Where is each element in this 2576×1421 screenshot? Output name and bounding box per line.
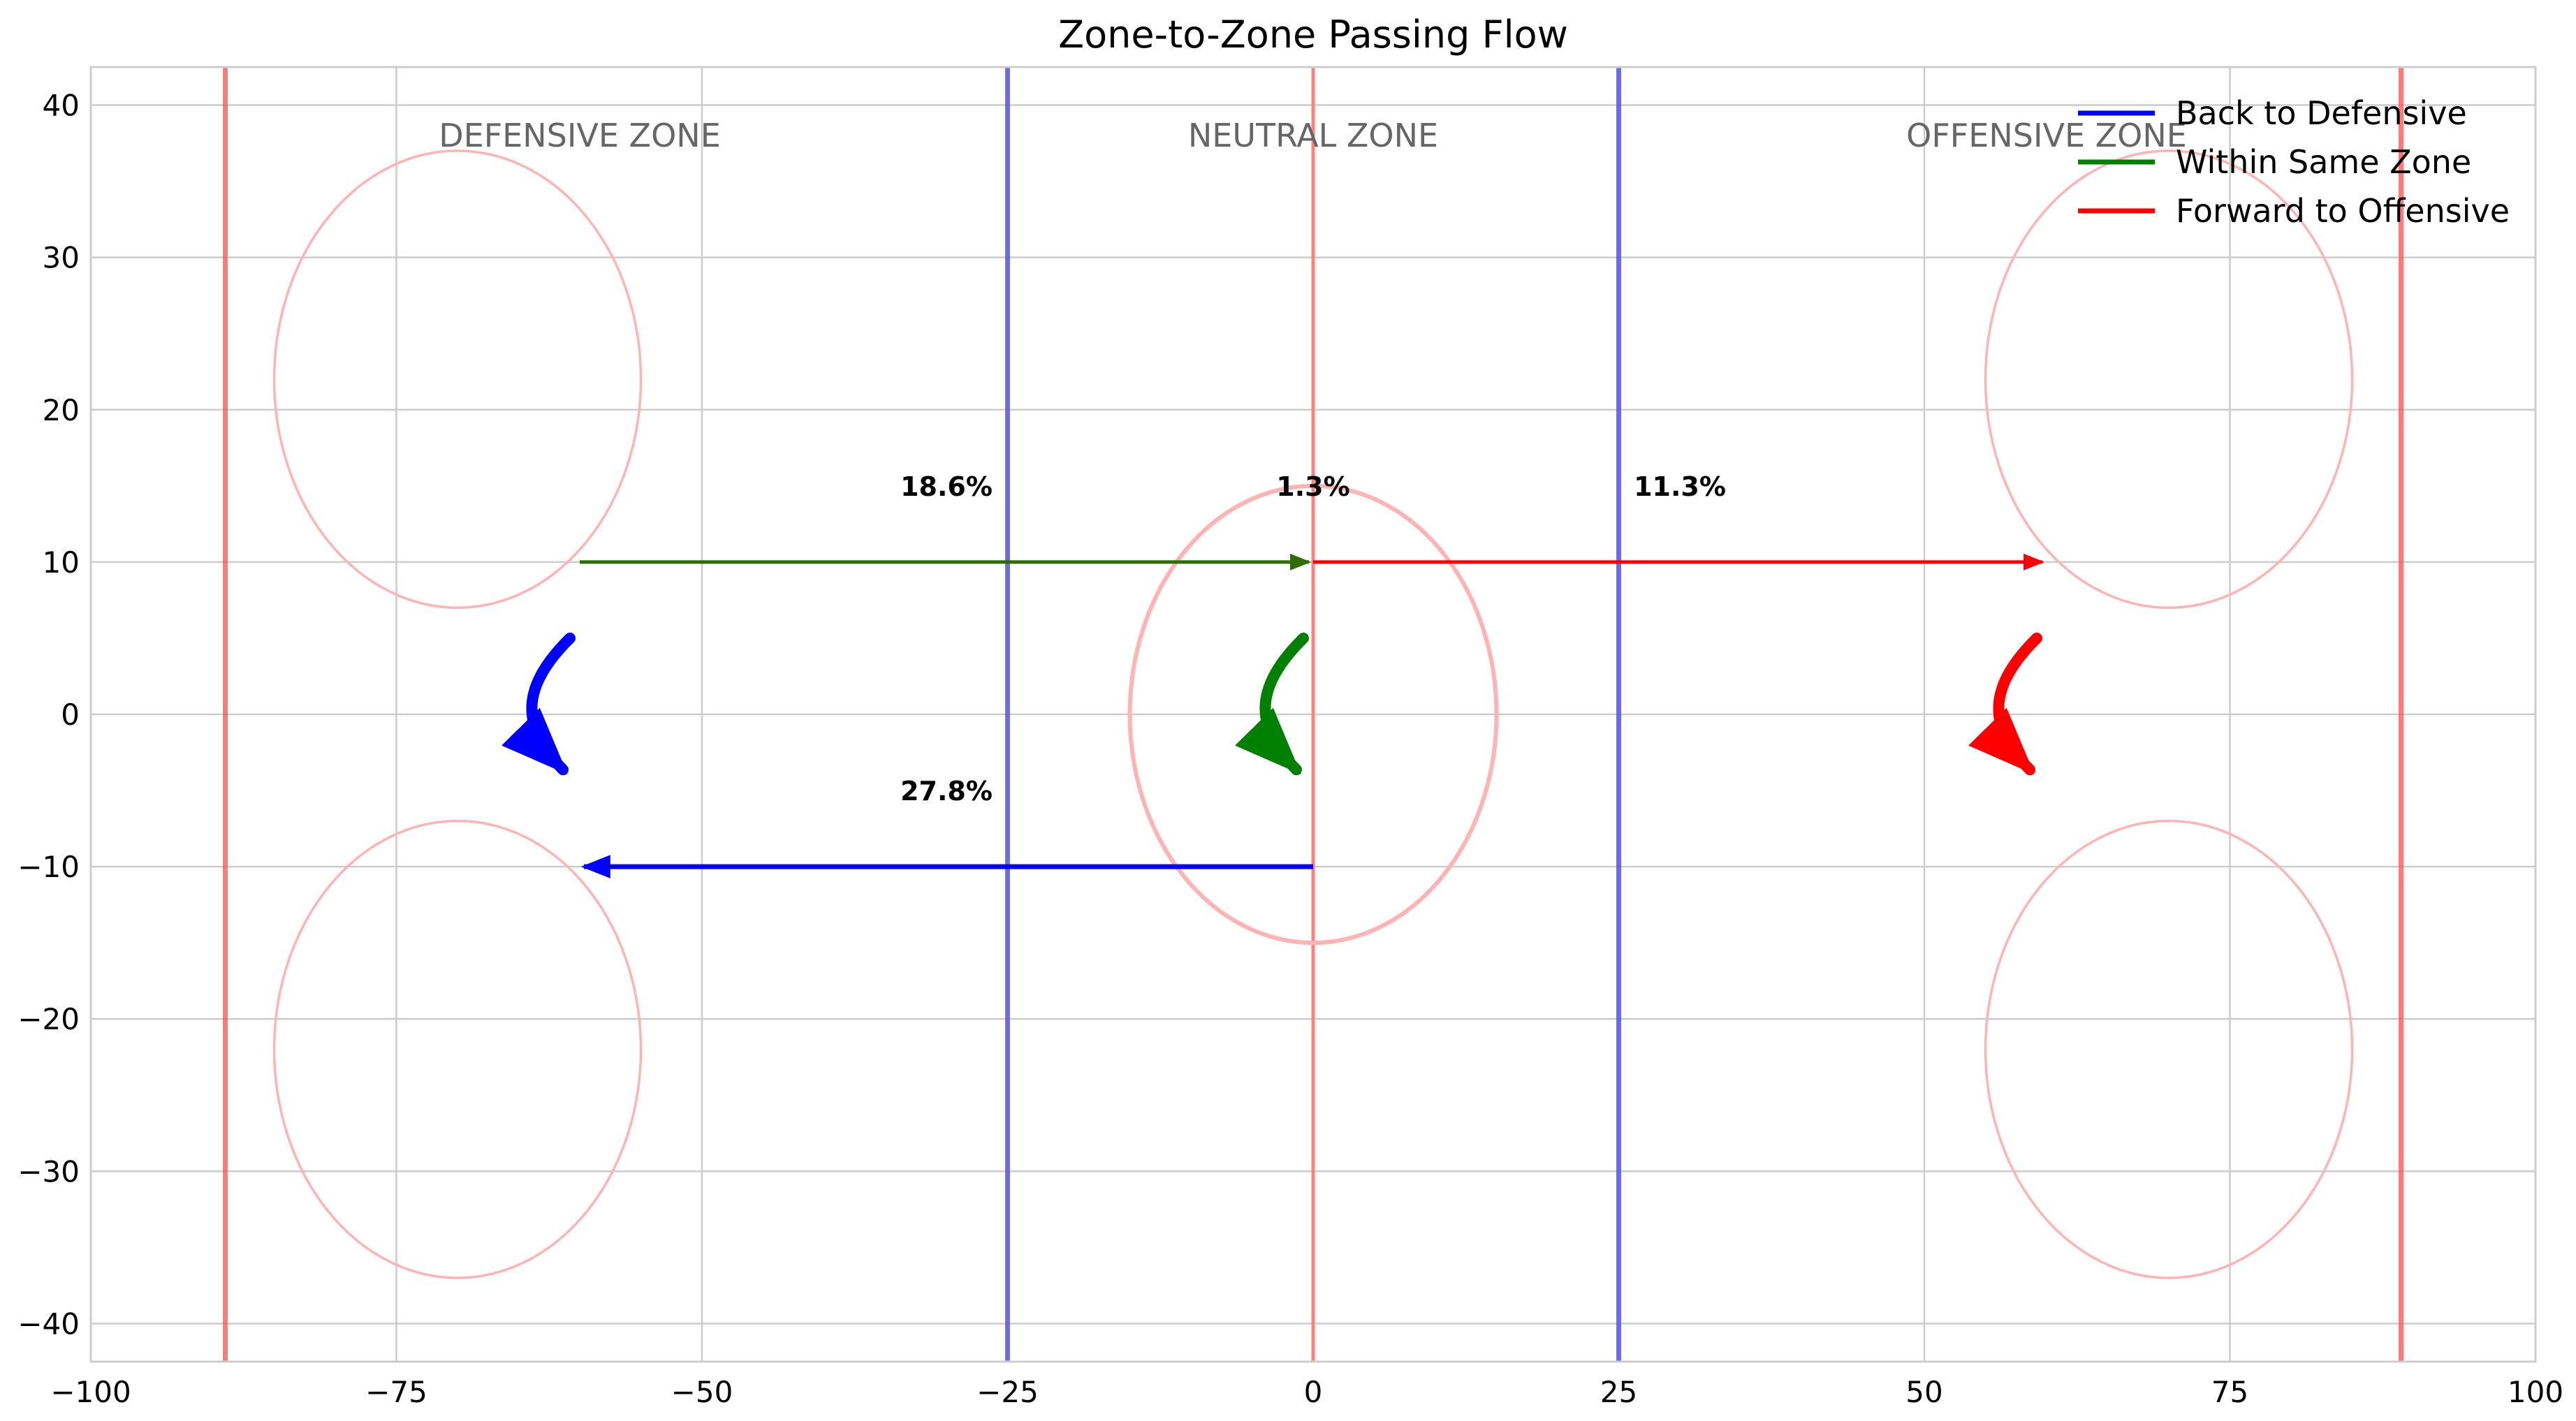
flow-label: 27.8% [900,776,993,807]
self-flow-label: 1.3% [1276,471,1349,502]
x-tick-label: −75 [365,1375,427,1409]
plot-border [89,66,2537,1363]
zone-label: NEUTRAL ZONE [1188,117,1438,154]
rink [223,67,2403,1362]
percent-labels: 18.6% 11.3% 27.8% 1.3% [900,471,1726,807]
faceoff-circle [272,819,643,1279]
y-tick-label: −30 [17,1154,80,1188]
chart-title: Zone-to-Zone Passing Flow [1058,13,1568,57]
y-tick-label: 30 [43,241,80,275]
y-tick-label: 40 [43,89,80,123]
x-tick-label: 75 [2211,1375,2248,1409]
y-tick-label: −10 [17,850,80,884]
center-circle [1127,483,1499,945]
x-tick-label: 25 [1600,1375,1637,1409]
zone-label: OFFENSIVE ZONE [1906,117,2187,154]
legend-label-within: Within Same Zone [2176,143,2471,181]
y-tick-label: 0 [61,698,80,732]
self-flow-arrow-back [502,632,576,776]
flow-label: 11.3% [1634,471,1726,502]
legend-label-forward: Forward to Offensive [2176,192,2510,230]
x-tick-label: −50 [671,1375,733,1409]
faceoff-circle [1984,819,2354,1279]
y-tick-label: −40 [17,1306,80,1341]
zone-label: DEFENSIVE ZONE [439,117,721,154]
y-tick-label: 20 [43,393,80,427]
y-tick-label: −20 [17,1002,80,1036]
x-tick-label: 50 [1905,1375,1942,1409]
plot-frame [89,66,2537,1363]
legend-label-back: Back to Defensive [2176,94,2467,132]
zone-labels: DEFENSIVE ZONE NEUTRAL ZONE OFFENSIVE ZONE [439,117,2187,154]
x-tick-label: −100 [50,1375,131,1409]
flow-label: 18.6% [900,471,993,502]
self-flow-arrow-forward [1968,632,2042,776]
x-tick-label: −25 [976,1375,1039,1409]
x-tick-label: 100 [2508,1375,2563,1409]
tick-labels: −100 −75 −50 −25 0 25 50 75 100−40−30−20−1001020… [17,89,2563,1409]
y-tick-label: 10 [43,545,80,580]
self-flow-arrow-within [1235,632,1309,776]
legend: Back to Defensive Within Same Zone Forward… [2078,94,2510,230]
faceoff-circle [272,149,643,610]
x-tick-label: 0 [1304,1375,1323,1409]
faceoff-circle [1984,149,2354,610]
flows [502,553,2044,878]
